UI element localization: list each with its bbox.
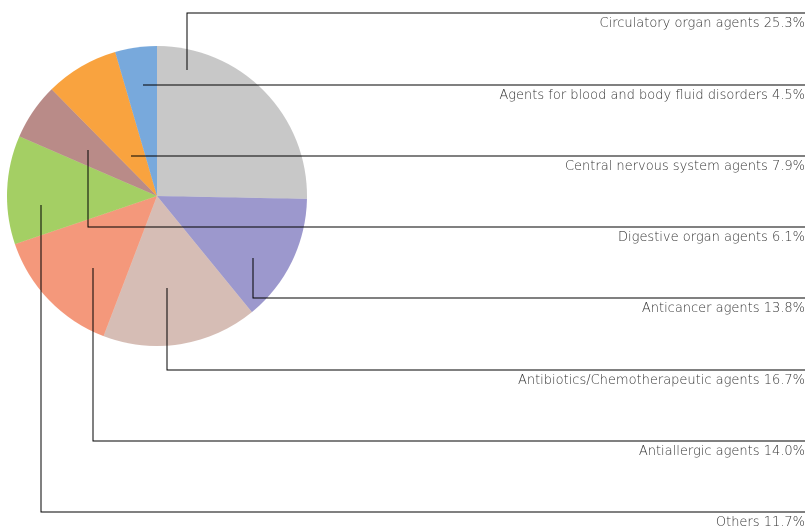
- pie-slice: [157, 196, 307, 313]
- slice-label: Agents for blood and body fluid disorder…: [499, 88, 805, 103]
- pie-slice: [157, 46, 307, 199]
- label-value: 6.1%: [772, 230, 805, 245]
- label-value: 14.0%: [764, 444, 805, 459]
- label-name: Others: [716, 515, 760, 529]
- label-name: Agents for blood and body fluid disorder…: [499, 88, 767, 103]
- pie-slice: [7, 136, 158, 245]
- label-value: 11.7%: [764, 515, 805, 529]
- slice-label: Antibiotics/Chemotherapeutic agents 16.7…: [518, 373, 805, 388]
- label-name: Anticancer agents: [642, 301, 760, 316]
- slice-label: Others 11.7%: [716, 515, 805, 529]
- pie-slice: [51, 51, 157, 196]
- label-value: 16.7%: [764, 373, 805, 388]
- leader-line: [252, 258, 805, 299]
- slice-label: Circulatory organ agents 25.3%: [600, 16, 805, 31]
- label-name: Antiallergic agents: [639, 444, 760, 459]
- pie-slice: [14, 196, 157, 337]
- label-value: 25.3%: [764, 16, 805, 31]
- label-value: 4.5%: [772, 88, 805, 103]
- leader-line: [186, 12, 805, 70]
- label-name: Circulatory organ agents: [600, 16, 760, 31]
- slice-label: Anticancer agents 13.8%: [642, 301, 805, 316]
- slice-label: Central nervous system agents 7.9%: [565, 159, 805, 174]
- pie-slice: [115, 46, 157, 196]
- label-name: Digestive organ agents: [618, 230, 768, 245]
- leader-line: [87, 150, 805, 228]
- pie-slice: [103, 196, 252, 346]
- label-value: 7.9%: [772, 159, 805, 174]
- label-name: Antibiotics/Chemotherapeutic agents: [518, 373, 760, 388]
- slice-label: Digestive organ agents 6.1%: [618, 230, 805, 245]
- leader-line: [92, 268, 805, 442]
- label-value: 13.8%: [764, 301, 805, 316]
- leader-line: [40, 205, 805, 513]
- pie-slice: [19, 89, 157, 196]
- label-name: Central nervous system agents: [565, 159, 768, 174]
- leader-line: [166, 288, 805, 371]
- slice-label: Antiallergic agents 14.0%: [639, 444, 805, 459]
